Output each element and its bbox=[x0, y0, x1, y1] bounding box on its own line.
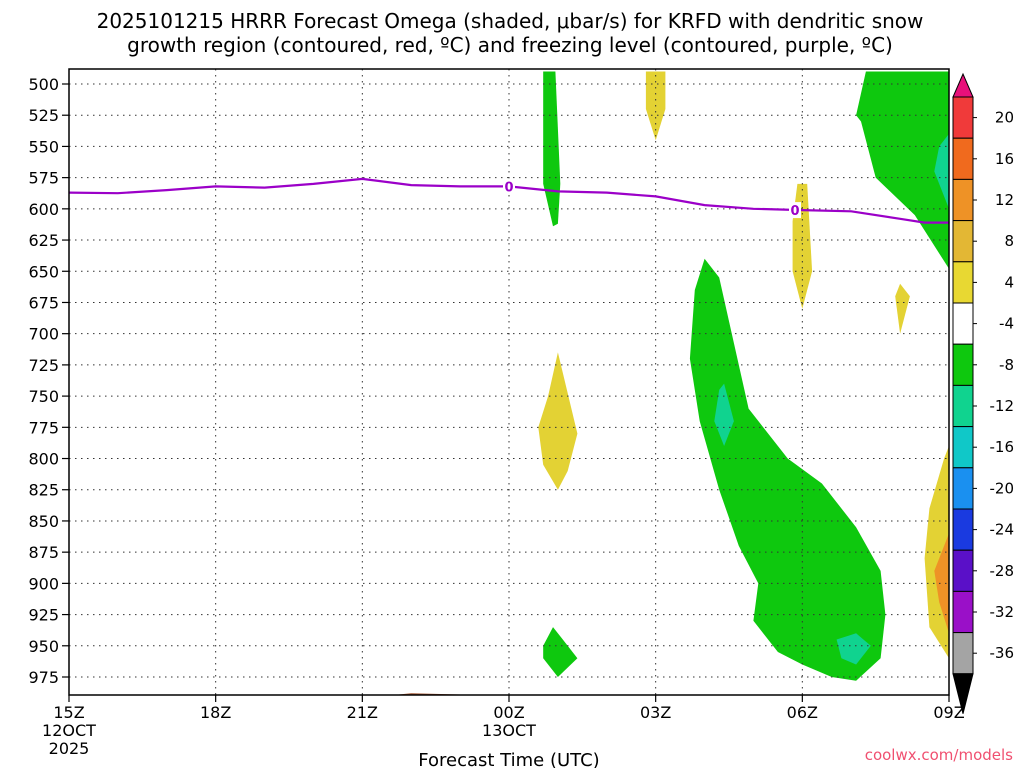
omega-region-teal-07z bbox=[836, 633, 871, 665]
y-tick-label: 500 bbox=[28, 75, 59, 94]
y-tick-label: 775 bbox=[28, 418, 59, 437]
y-tick-label: 625 bbox=[28, 231, 59, 250]
colorbar-segment bbox=[952, 302, 974, 345]
omega-region-green-big-03z bbox=[689, 258, 886, 681]
colorbar-tick-label: -16 bbox=[990, 438, 1015, 456]
y-tick-label: 975 bbox=[28, 668, 59, 687]
y-tick-label: 575 bbox=[28, 169, 59, 188]
colorbar-segment bbox=[952, 178, 974, 222]
colorbar-tick-label: 8 bbox=[1004, 232, 1014, 250]
chart-title-line2: growth region (contoured, red, ºC) and f… bbox=[127, 33, 893, 57]
colorbar-tick-label: -8 bbox=[999, 356, 1014, 374]
freezing-label-bg bbox=[503, 178, 515, 195]
y-tick-label: 750 bbox=[28, 387, 59, 406]
x-tick-label: 13OCT bbox=[482, 721, 536, 740]
y-tick-label: 725 bbox=[28, 356, 59, 375]
y-axis-ticks: 500 525 550 575 600 625 650 675 700 725 750 775 800 8… bbox=[28, 75, 69, 687]
colorbar-tick-label: 16 bbox=[995, 150, 1014, 168]
x-axis-label: Forecast Time (UTC) bbox=[418, 750, 599, 768]
x-tick-label: 06Z bbox=[787, 703, 818, 722]
colorbar-tick-label: -24 bbox=[990, 521, 1015, 539]
colorbar-tick-label: -32 bbox=[990, 603, 1015, 621]
omega-region-orange-right-low bbox=[934, 533, 949, 634]
x-tick-label: 15Z bbox=[53, 703, 84, 722]
freezing-level-label: 0 bbox=[504, 180, 513, 195]
x-tick-label: 12OCT bbox=[42, 721, 96, 740]
colorbar-tick-label: -12 bbox=[990, 397, 1015, 415]
y-tick-label: 850 bbox=[28, 512, 59, 531]
colorbar-segment bbox=[952, 137, 974, 180]
x-tick-label: 21Z bbox=[347, 703, 378, 722]
colorbar-tick-label: -36 bbox=[990, 644, 1015, 662]
x-tick-label: 18Z bbox=[200, 703, 231, 722]
colorbar-top-triangle bbox=[952, 72, 974, 98]
colorbar-segment bbox=[952, 220, 974, 263]
colorbar-segment bbox=[952, 343, 974, 386]
freezing-level-contour: 00 bbox=[69, 177, 949, 224]
colorbar-tick-label: 12 bbox=[995, 191, 1014, 209]
freezing-level-line bbox=[69, 177, 949, 224]
y-tick-label: 800 bbox=[28, 450, 59, 469]
chart-title-line1: 2025101215 HRRR Forecast Omega (shaded, … bbox=[97, 9, 924, 33]
freezing-label-bg bbox=[789, 202, 801, 219]
colorbar-segment bbox=[952, 96, 974, 139]
colorbar-tick-label: -28 bbox=[990, 562, 1015, 580]
colorbar-segment bbox=[952, 467, 974, 510]
omega-region-teal-0430z bbox=[714, 383, 734, 446]
colorbar-segment bbox=[952, 549, 974, 592]
colorbar-segment bbox=[952, 632, 974, 675]
x-tick-label: 09Z bbox=[933, 703, 964, 722]
plot-area: 00 bbox=[68, 68, 950, 696]
y-tick-label: 875 bbox=[28, 543, 59, 562]
y-tick-label: 950 bbox=[28, 637, 59, 656]
colorbar-bottom-triangle bbox=[952, 673, 974, 714]
grid-lines bbox=[69, 69, 949, 695]
y-tick-label: 525 bbox=[28, 106, 59, 125]
colorbar-segment bbox=[952, 426, 974, 469]
omega-shaded-regions bbox=[538, 71, 949, 681]
y-tick-label: 900 bbox=[28, 574, 59, 593]
colorbar-segment bbox=[952, 508, 974, 551]
colorbar-tick-label: 20 bbox=[995, 109, 1014, 127]
omega-region-green-small-01z bbox=[543, 627, 578, 677]
omega-region-yellow-01z bbox=[538, 352, 578, 490]
omega-region-green-band-00z bbox=[543, 71, 561, 227]
credit-text: coolwx.com/models bbox=[865, 746, 1013, 764]
y-tick-label: 600 bbox=[28, 200, 59, 219]
x-tick-label: 03Z bbox=[640, 703, 671, 722]
x-tick-label: 2025 bbox=[49, 739, 90, 758]
y-tick-label: 675 bbox=[28, 293, 59, 312]
y-tick-label: 825 bbox=[28, 481, 59, 500]
colorbar-segment bbox=[952, 384, 974, 428]
colorbar-tick-label: -4 bbox=[999, 315, 1014, 333]
y-tick-label: 700 bbox=[28, 325, 59, 344]
omega-region-yellow-08z bbox=[895, 283, 910, 334]
y-tick-label: 925 bbox=[28, 606, 59, 625]
freezing-level-label: 0 bbox=[790, 204, 799, 219]
omega-region-green-upper-right bbox=[856, 71, 949, 269]
omega-region-teal-upper-right bbox=[934, 133, 949, 209]
colorbar-tick-label: 4 bbox=[1004, 273, 1014, 291]
colorbar-segment bbox=[952, 261, 974, 304]
colorbar-segment bbox=[952, 590, 974, 634]
colorbar: 20 16 12 8 4 -4 -8 -12 -16 -20 -24 -28 -32 -36 bbox=[952, 72, 1015, 714]
x-tick-label: 00Z bbox=[493, 703, 524, 722]
y-tick-label: 650 bbox=[28, 262, 59, 281]
y-tick-label: 550 bbox=[28, 137, 59, 156]
colorbar-tick-label: -20 bbox=[990, 479, 1015, 497]
